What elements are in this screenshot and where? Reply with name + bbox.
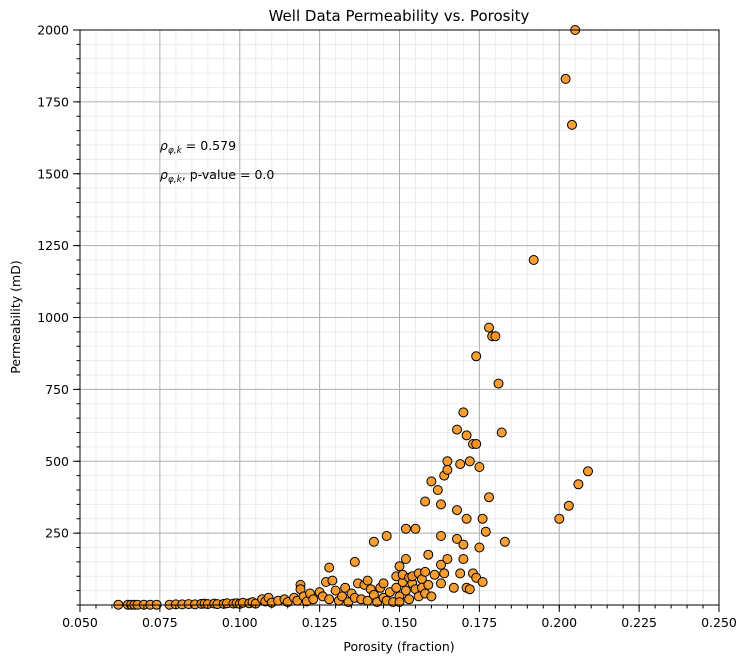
data-point (480, 526, 491, 537)
data-point (458, 407, 469, 418)
data-point (452, 424, 462, 435)
data-point (464, 584, 475, 595)
y-tick-label: 1000 (37, 310, 69, 325)
data-point (394, 561, 405, 572)
data-point (381, 531, 392, 541)
x-tick-label: 0.075 (142, 615, 178, 630)
data-point (490, 331, 501, 342)
data-point (426, 591, 437, 602)
data-point (420, 496, 431, 507)
data-point (455, 568, 466, 579)
data-point (448, 582, 459, 593)
data-point (567, 119, 577, 130)
data-point (477, 513, 488, 524)
data-point (573, 479, 584, 490)
data-point (400, 523, 411, 534)
data-point (484, 492, 494, 503)
chart-title: Well Data Permeability vs. Porosity (269, 7, 530, 25)
data-point (474, 462, 485, 472)
y-tick-label: 1750 (37, 94, 69, 109)
x-tick-label: 0.200 (541, 615, 577, 630)
data-point (429, 569, 440, 580)
x-tick-label: 0.100 (222, 615, 258, 630)
data-point (499, 536, 510, 547)
data-point (423, 549, 434, 560)
data-point (400, 554, 411, 564)
data-point (436, 499, 446, 510)
data-point (368, 536, 379, 547)
data-point (461, 430, 472, 441)
data-point (458, 539, 469, 550)
data-point (484, 322, 494, 333)
data-point (554, 513, 565, 524)
data-point (400, 585, 411, 596)
data-point (436, 531, 446, 541)
data-point (391, 582, 402, 593)
data-point (308, 594, 319, 605)
data-point (340, 582, 351, 593)
data-point (330, 585, 341, 596)
data-point (471, 439, 482, 449)
data-point (583, 466, 593, 477)
data-point (458, 554, 469, 564)
data-point (560, 73, 571, 84)
data-point (452, 505, 462, 516)
data-point (404, 594, 415, 605)
data-point (378, 578, 389, 589)
x-tick-label: 0.050 (62, 615, 98, 630)
x-tick-label: 0.175 (461, 615, 497, 630)
x-tick-label: 0.125 (302, 615, 338, 630)
x-tick-label: 0.225 (621, 615, 657, 630)
data-point (452, 533, 462, 544)
y-axis-label: Permeability (mD) (8, 260, 23, 373)
data-point (477, 577, 488, 587)
x-axis-ticks: 0.050 0.075 0.100 0.125 0.150 0.175 0.200 0.225… (62, 605, 737, 630)
data-point (337, 591, 347, 602)
data-point (436, 559, 446, 570)
annotations: ρφ,k = 0.579 ρφ,k, p-value = 0.0 (160, 138, 274, 185)
data-point (324, 562, 335, 573)
data-point (442, 464, 453, 475)
data-point (327, 575, 338, 586)
data-point (442, 554, 453, 564)
data-point (461, 513, 472, 524)
x-tick-label: 0.250 (701, 615, 737, 630)
data-point (464, 456, 475, 467)
y-axis-ticks: 250 500 750 1000 1250 1500 1750 2000 (37, 23, 80, 606)
x-axis-label: Porosity (fraction) (343, 639, 454, 654)
data-point (426, 476, 437, 487)
data-point (362, 575, 373, 586)
data-point (423, 579, 434, 590)
x-tick-label: 0.150 (382, 615, 418, 630)
data-point (471, 351, 482, 362)
data-point (563, 500, 574, 511)
data-point (439, 568, 450, 579)
data-point (349, 556, 360, 567)
y-tick-label: 500 (45, 454, 69, 469)
y-tick-label: 2000 (37, 23, 69, 38)
data-point (436, 578, 446, 589)
data-point (496, 427, 507, 438)
data-point (442, 456, 453, 467)
data-point (410, 523, 421, 534)
y-tick-label: 1250 (37, 238, 69, 253)
data-point (528, 255, 539, 265)
y-tick-label: 750 (45, 382, 69, 397)
annotation-text: ρφ,k, p-value = 0.0 (160, 167, 274, 185)
y-tick-label: 1500 (37, 166, 69, 181)
data-point (432, 485, 443, 495)
data-point (324, 594, 335, 605)
data-point (474, 542, 485, 553)
y-tick-label: 250 (45, 526, 69, 541)
annotation-text: ρφ,k = 0.579 (160, 138, 236, 156)
data-point (455, 459, 466, 470)
data-point (420, 566, 431, 577)
data-point (493, 378, 504, 389)
